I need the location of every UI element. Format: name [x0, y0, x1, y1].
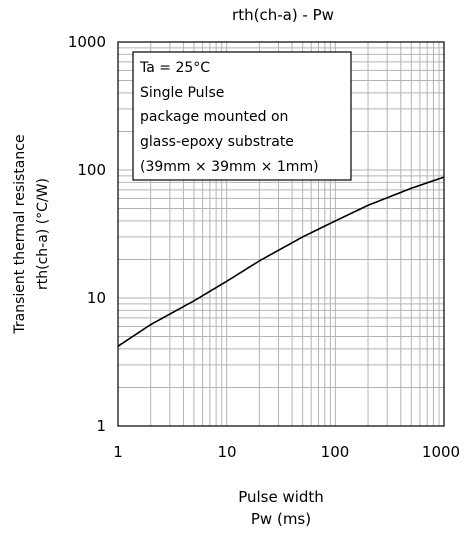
annotation-line-4: glass-epoxy substrate	[140, 134, 294, 150]
y-tick-label-1: 1	[96, 417, 106, 435]
chart-title: rth(ch-a) - Pw	[232, 6, 334, 24]
x-tick-label-1000: 1000	[422, 443, 460, 461]
y-tick-label-100: 100	[77, 161, 106, 179]
x-tick-label-10: 10	[217, 443, 236, 461]
annotation-box	[132, 51, 352, 181]
annotation-line-3: package mounted on	[140, 109, 288, 125]
annotation-line-5: (39mm × 39mm × 1mm)	[140, 159, 319, 175]
x-axis-label-line-1: Pulse width	[238, 488, 324, 506]
x-tick-label-1: 1	[113, 443, 123, 461]
series-line	[117, 176, 445, 347]
x-axis-label-line-2: Pw (ms)	[251, 510, 311, 528]
y-tick-label-1000: 1000	[68, 33, 106, 51]
annotation-line-2: Single Pulse	[140, 85, 224, 101]
y-axis-label-line-2: rth(ch-a) (°C/W)	[35, 178, 51, 290]
y-tick-label-10: 10	[87, 289, 106, 307]
annotation-line-1: Ta = 25°C	[139, 60, 210, 76]
plot-frame	[117, 41, 445, 427]
x-tick-label-100: 100	[321, 443, 350, 461]
y-axis-label-line-1: Transient thermal resistance	[12, 134, 28, 334]
